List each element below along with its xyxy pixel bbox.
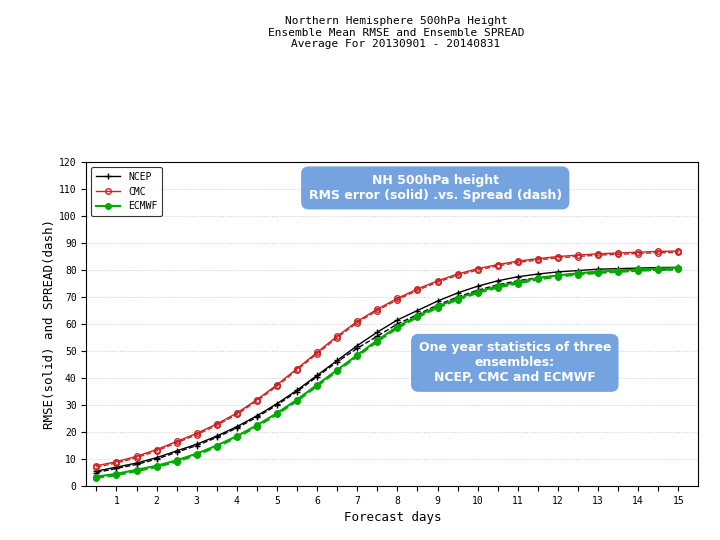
Text: Northern Hemisphere 500hPa Height
Ensemble Mean RMSE and Ensemble SPREAD
Average: Northern Hemisphere 500hPa Height Ensemb… [268, 16, 524, 49]
Text: NH 500hPa height
RMS error (solid) .vs. Spread (dash): NH 500hPa height RMS error (solid) .vs. … [309, 174, 562, 202]
Legend: NCEP, CMC, ECMWF: NCEP, CMC, ECMWF [91, 167, 163, 217]
Y-axis label: RMSE(solid) and SPREAD(dash): RMSE(solid) and SPREAD(dash) [43, 219, 56, 429]
Text: One year statistics of three
ensembles:
NCEP, CMC and ECMWF: One year statistics of three ensembles: … [418, 341, 611, 384]
X-axis label: Forecast days: Forecast days [343, 511, 441, 524]
